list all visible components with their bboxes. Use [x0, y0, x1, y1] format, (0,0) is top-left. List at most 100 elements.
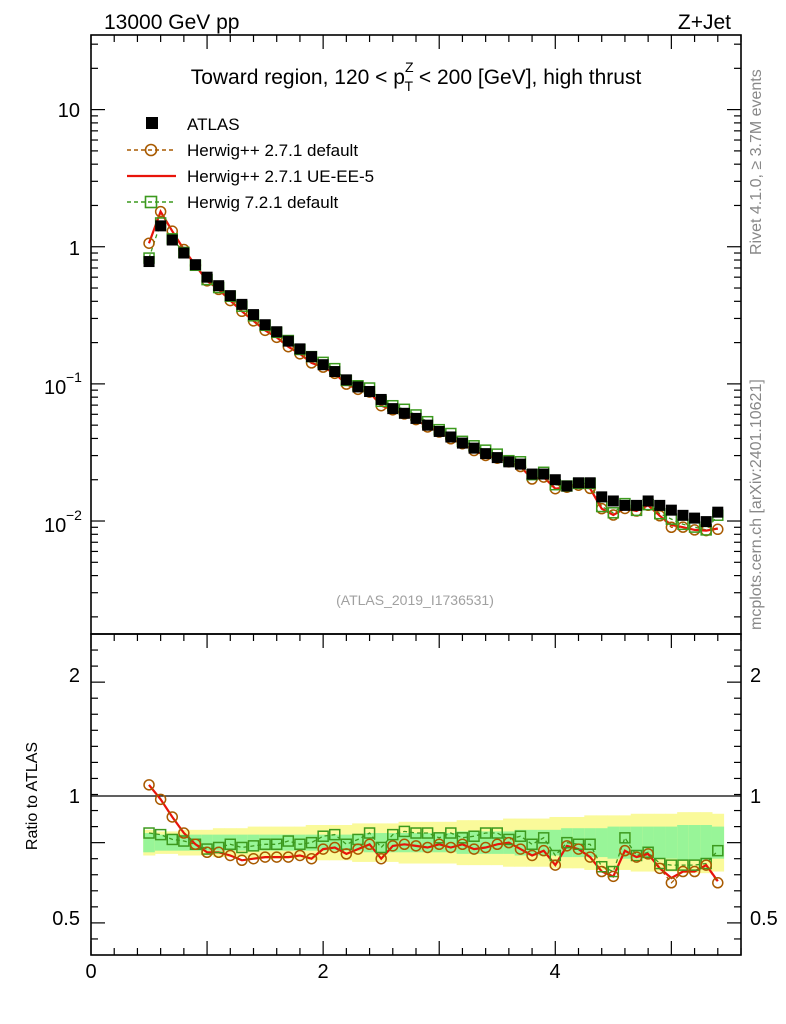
ratio-band-inner — [665, 826, 678, 859]
svg-text:10: 10 — [44, 515, 66, 537]
ratio-band-inner — [677, 824, 690, 861]
ratio-point-herwig-default — [212, 846, 225, 859]
ratio-band-inner — [595, 828, 609, 858]
ratio-point-herwig-721 — [143, 827, 155, 839]
svg-text:Herwig 7.2.1 default: Herwig 7.2.1 default — [187, 193, 338, 212]
main-point-atlas — [526, 468, 538, 480]
ratio-point-herwig-default — [595, 865, 608, 878]
main-point-atlas — [538, 468, 550, 480]
mcplots-label: mcplots.cern.ch [arXiv:2401.10621] — [748, 379, 765, 630]
ratio-point-herwig-default — [712, 877, 724, 889]
main-point-atlas — [271, 326, 283, 338]
legend-entry-atlas: ATLAS — [146, 115, 240, 134]
ratio-point-herwig-default — [630, 851, 643, 863]
main-point-atlas — [584, 477, 596, 489]
ratio-point-herwig-default — [236, 854, 248, 867]
ratio-point-herwig-721 — [468, 830, 480, 842]
ratio-band-inner — [317, 834, 330, 851]
main-point-atlas — [398, 407, 410, 419]
main-point-atlas — [282, 335, 294, 347]
main-point-atlas — [155, 220, 167, 232]
main-ylabel-10: 10 — [58, 100, 80, 122]
ratio-tick-right-0-5: 0.5 — [750, 908, 778, 930]
ratio-point-herwig-721 — [654, 857, 666, 870]
main-point-atlas — [317, 359, 329, 371]
rivet-label: Rivet 4.1.0, ≥ 3.7M events — [748, 69, 765, 255]
ratio-point-herwig-default — [445, 841, 457, 854]
ratio-ylabel: Ratio to ATLAS — [24, 742, 41, 850]
ratio-point-herwig-default — [433, 838, 445, 851]
svg-text:Herwig++ 2.7.1 UE-EE-5: Herwig++ 2.7.1 UE-EE-5 — [187, 167, 374, 186]
main-point-atlas — [596, 491, 608, 503]
main-point-atlas — [607, 495, 619, 507]
ratio-point-herwig-default — [410, 840, 422, 852]
main-point-atlas — [236, 298, 248, 310]
main-point-atlas — [248, 309, 259, 321]
main-axis-ticks — [90, 35, 742, 618]
main-point-herwig-default — [712, 523, 724, 536]
ratio-point-herwig-721 — [688, 859, 701, 871]
main-point-atlas — [619, 499, 631, 511]
main-point-atlas — [573, 477, 584, 489]
main-point-herwig-default — [665, 521, 678, 534]
main-point-herwig-721 — [607, 507, 620, 519]
main-point-atlas — [503, 456, 515, 468]
svg-text:Herwig++ 2.7.1 default: Herwig++ 2.7.1 default — [187, 141, 358, 160]
ratio-point-herwig-default — [479, 841, 492, 854]
ratio-plot-frame — [90, 633, 742, 956]
ratio-point-herwig-default — [189, 838, 202, 851]
main-point-atlas — [329, 366, 341, 378]
ratio-tick-right-2: 2 — [750, 665, 761, 687]
ratio-point-herwig-default — [468, 843, 480, 855]
ratio-point-herwig-default — [619, 844, 631, 857]
ratio-series-layer — [143, 779, 724, 889]
ratio-point-herwig-721 — [421, 827, 434, 839]
main-point-atlas — [642, 495, 654, 507]
ratio-tick-right-1: 1 — [750, 786, 761, 808]
main-point-atlas — [189, 259, 201, 271]
ratio-point-herwig-721 — [166, 833, 178, 846]
ratio-point-herwig-721 — [236, 841, 248, 854]
ratio-point-herwig-default — [224, 849, 237, 862]
ratio-point-herwig-721 — [282, 835, 295, 847]
ratio-point-herwig-721 — [305, 836, 318, 849]
ratio-axis-ticks — [90, 634, 742, 955]
ratio-point-herwig-default — [526, 849, 538, 862]
ratio-band-inner — [700, 824, 713, 861]
svg-text:−1: −1 — [66, 369, 82, 385]
legend-entry-herwig-default: Herwig++ 2.7.1 default — [127, 141, 358, 160]
ratio-point-herwig-721 — [201, 843, 213, 855]
ratio-tick-left-0-5: 0.5 — [52, 908, 80, 930]
ratio-point-herwig-default — [549, 859, 562, 871]
ratio-point-herwig-default — [654, 862, 666, 875]
ratio-point-herwig-721 — [259, 838, 271, 851]
ratio-band-inner — [607, 826, 620, 859]
ratio-point-herwig-721 — [712, 844, 724, 857]
ratio-point-herwig-721 — [178, 835, 190, 847]
main-point-atlas — [166, 234, 178, 246]
ratio-point-herwig-721 — [224, 838, 237, 851]
main-point-atlas — [201, 271, 213, 283]
ratio-point-herwig-default — [166, 811, 178, 823]
ratio-band-inner — [514, 829, 527, 856]
main-line-herwig-721 — [148, 221, 719, 531]
main-point-atlas — [561, 480, 573, 492]
ratio-point-herwig-default — [363, 838, 376, 851]
main-point-atlas — [224, 290, 236, 302]
svg-text:10: 10 — [44, 377, 66, 399]
energy-label: 13000 GeV pp — [104, 11, 239, 34]
ratio-point-herwig-default — [456, 838, 469, 851]
x-tick-label-2: 2 — [317, 961, 328, 983]
ratio-point-herwig-default — [317, 843, 329, 855]
ratio-point-herwig-default — [387, 840, 399, 852]
ratio-point-herwig-default — [665, 877, 678, 889]
ratio-point-herwig-default — [294, 849, 306, 862]
main-point-atlas — [352, 381, 364, 393]
ratio-point-herwig-721 — [247, 840, 260, 852]
main-point-atlas — [422, 419, 434, 431]
main-point-atlas — [654, 499, 666, 511]
ratio-point-herwig-721 — [677, 859, 689, 871]
ratio-point-herwig-default — [178, 827, 190, 839]
x-tick-label-0: 0 — [85, 961, 96, 983]
ratio-point-herwig-default — [259, 851, 271, 863]
